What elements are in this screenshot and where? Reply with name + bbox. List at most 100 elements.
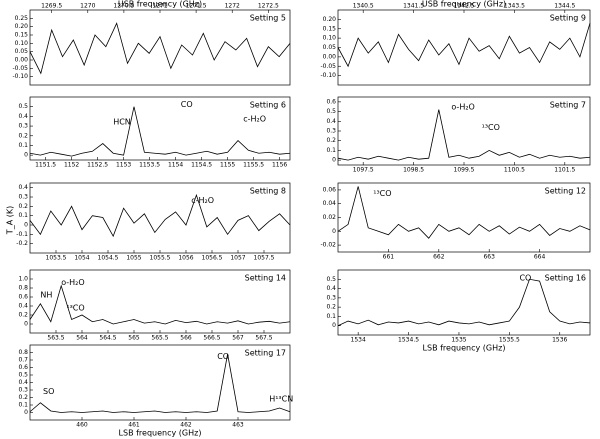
line-annotation: o-H₂O: [451, 103, 474, 112]
line-annotation: CO: [519, 273, 531, 282]
y-tick-label: 0.6: [18, 364, 28, 371]
y-tick-label: 0.10: [15, 40, 29, 47]
y-tick-label: 0.3: [326, 128, 336, 135]
line-annotation: ¹³CO: [482, 123, 500, 132]
x-tick-label: 1534.5: [398, 337, 419, 344]
x-tick-label: 566.5: [203, 335, 220, 342]
y-tick-label: 0.5: [326, 108, 336, 115]
y-tick-label: 0.4: [326, 118, 336, 125]
x-tick-label: 1271: [152, 3, 167, 10]
y-axis-label: T_A (K): [6, 206, 15, 235]
y-tick-label: 0.2: [18, 203, 28, 210]
line-annotation: ¹³CO: [66, 303, 84, 312]
x-tick-label: 564.5: [99, 335, 116, 342]
panel-title: Setting 17: [245, 349, 286, 358]
x-tick-label: 1057: [230, 255, 245, 262]
x-tick-label: 565: [128, 335, 140, 342]
spectrum-line: [29, 284, 291, 325]
y-tick-label: 0.25: [15, 15, 29, 22]
spectrum-line: [29, 22, 291, 75]
x-tick-label: 1056: [178, 255, 193, 262]
x-tick-label: 563.5: [47, 335, 64, 342]
y-tick-label: 0: [332, 157, 336, 164]
x-tick-label: 1155: [220, 162, 235, 169]
panel-title: Setting 6: [250, 101, 286, 110]
line-annotation: c-H₂O: [191, 196, 214, 205]
spectrum-line: [29, 106, 291, 157]
y-tick-label: -0.2: [16, 240, 28, 247]
x-tick-label: 1343.5: [504, 3, 525, 10]
x-tick-label: 1156: [272, 162, 287, 169]
y-tick-label: 0.3: [18, 123, 28, 130]
x-tick-label: 1155.5: [243, 162, 264, 169]
x-tick-label: 1152.5: [87, 162, 108, 169]
x-tick-label: 1053.5: [46, 255, 67, 262]
y-tick-label: 0.04: [323, 200, 337, 207]
x-axis-label: LSB frequency (GHz): [119, 429, 202, 438]
x-tick-label: 1269.5: [41, 3, 62, 10]
x-tick-label: 1153.5: [139, 162, 160, 169]
line-annotation: o-H₂O: [61, 278, 84, 287]
x-tick-label: 1098.5: [403, 167, 424, 174]
y-tick-label: 0.3: [18, 194, 28, 201]
x-tick-label: 1099.5: [454, 167, 475, 174]
x-tick-label: 662: [433, 254, 445, 261]
y-tick-label: 0: [24, 222, 28, 229]
line-annotation: CO: [181, 100, 193, 109]
y-tick-label: 0.6: [18, 294, 28, 301]
y-tick-label: 0.4: [326, 285, 336, 292]
panel-title: Setting 8: [250, 187, 286, 196]
panel-title: Setting 12: [545, 187, 586, 196]
y-tick-label: 0.5: [18, 103, 28, 110]
y-tick-label: 0.2: [18, 132, 28, 139]
y-tick-label: 0.8: [18, 349, 28, 356]
x-tick-label: 462: [180, 422, 192, 429]
x-tick-label: 1535: [451, 337, 466, 344]
y-tick-label: 0.6: [326, 98, 336, 105]
y-tick-label: 0: [24, 152, 28, 159]
top-axis-label: USB frequency (GHz): [422, 0, 506, 9]
y-tick-label: 1.0: [18, 276, 28, 283]
x-tick-label: 1057.5: [254, 255, 275, 262]
y-tick-label: 0.20: [15, 23, 29, 30]
x-tick-label: 1270.5: [113, 3, 134, 10]
x-tick-label: 1340.5: [353, 3, 374, 10]
panel-title: Setting 7: [550, 101, 586, 110]
x-tick-label: 463: [232, 422, 244, 429]
y-tick-label: 0.1: [326, 147, 336, 154]
y-tick-label: 0: [332, 322, 336, 329]
x-tick-label: 1535.5: [499, 337, 520, 344]
x-tick-label: 1272.5: [258, 3, 279, 10]
x-tick-label: 1270: [80, 3, 95, 10]
line-annotation: SO: [43, 387, 54, 396]
line-annotation: CO: [217, 352, 229, 361]
x-tick-label: 1151.5: [35, 162, 56, 169]
y-tick-label: -0.02: [320, 242, 336, 249]
x-tick-label: 565.5: [151, 335, 168, 342]
y-tick-label: 0.00: [323, 53, 337, 60]
y-tick-label: 0.4: [18, 184, 28, 191]
y-tick-label: 0.1: [18, 142, 28, 149]
spectrum-line: [337, 278, 591, 327]
y-tick-label: 0.2: [326, 137, 336, 144]
y-tick-label: -0.05: [12, 65, 28, 72]
x-tick-label: 1101.5: [554, 167, 575, 174]
y-tick-label: 0.15: [15, 32, 29, 39]
y-tick-label: 0.8: [18, 285, 28, 292]
y-tick-label: -0.1: [16, 231, 28, 238]
x-tick-label: 1097.5: [353, 167, 374, 174]
x-tick-label: 567.5: [255, 335, 272, 342]
line-annotation: c-H₂O: [243, 115, 266, 124]
y-tick-label: 0: [24, 409, 28, 416]
x-tick-label: 1154.5: [191, 162, 212, 169]
y-tick-label: 0: [24, 321, 28, 328]
x-tick-label: 1341.5: [403, 3, 424, 10]
y-tick-label: 0.1: [18, 212, 28, 219]
y-tick-label: 0.4: [18, 303, 28, 310]
x-tick-label: 1100.5: [504, 167, 525, 174]
x-tick-label: 1272: [225, 3, 240, 10]
x-tick-label: 566: [180, 335, 192, 342]
line-annotation: ¹³CO: [373, 189, 391, 198]
y-tick-label: 0.20: [323, 16, 337, 23]
